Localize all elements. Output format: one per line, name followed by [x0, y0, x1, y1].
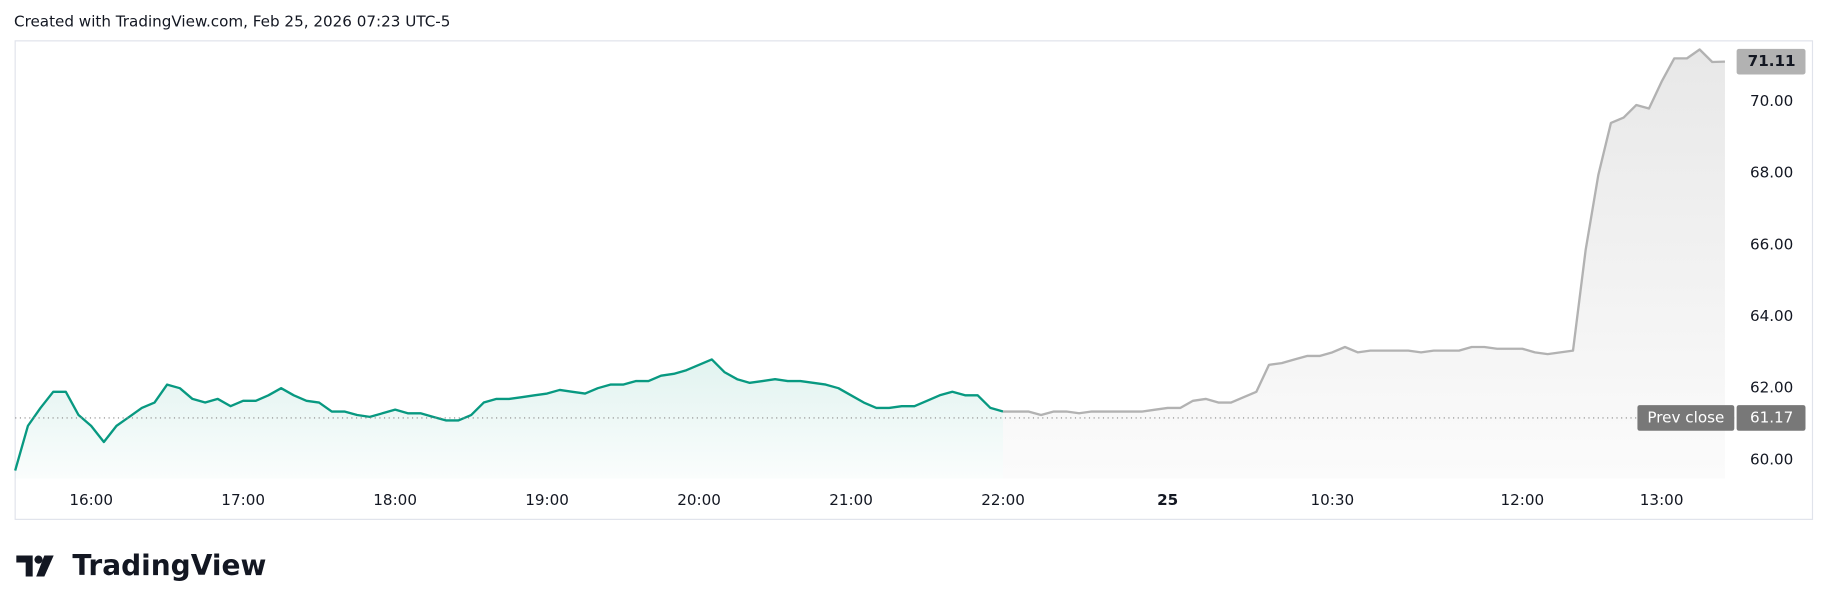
y-tick-label: 66.00: [1750, 235, 1793, 253]
prev-close-value: 61.17: [1750, 408, 1793, 426]
last-price-label: 71.11: [1748, 52, 1796, 70]
area: [15, 359, 1003, 479]
x-tick-label: 19:00: [525, 491, 569, 509]
y-tick-label: 64.00: [1750, 307, 1793, 325]
y-tick-label: 60.00: [1750, 450, 1793, 468]
y-tick-label: 68.00: [1750, 164, 1793, 182]
header-credit: Created with TradingView.com, Feb 25, 20…: [14, 13, 450, 31]
x-tick-label: 13:00: [1640, 491, 1684, 509]
prev-close-tag: [1637, 405, 1735, 431]
chart-frame: [14, 40, 1814, 520]
prev-close-value-tag: [1736, 405, 1806, 431]
brand-name: TradingView: [72, 549, 266, 582]
x-tick-label: 12:00: [1500, 491, 1544, 509]
price-line: [14, 358, 1004, 471]
x-tick-label: 20:00: [677, 491, 721, 509]
plot: 60.00 62.00 64.00 66.00 68.00 70.00 16:00 17:00…: [14, 48, 1806, 509]
x-tick-label: 16:00: [69, 491, 113, 509]
y-tick-label: 62.00: [1750, 379, 1793, 397]
last-price-tag: [1736, 48, 1806, 75]
price-line: [1002, 48, 1725, 417]
x-tick-label: 17:00: [221, 491, 265, 509]
x-tick-label: 25: [1157, 491, 1178, 509]
x-tick-label: 21:00: [829, 491, 873, 509]
x-tick-label: 22:00: [981, 491, 1025, 509]
y-tick-label: 70.00: [1750, 92, 1793, 110]
area: [1002, 49, 1725, 479]
x-tick-label: 18:00: [373, 491, 417, 509]
x-tick-label: 10:30: [1310, 491, 1354, 509]
prev-close-label: Prev close: [1647, 408, 1724, 426]
brand-logo: TradingView: [16, 549, 266, 582]
